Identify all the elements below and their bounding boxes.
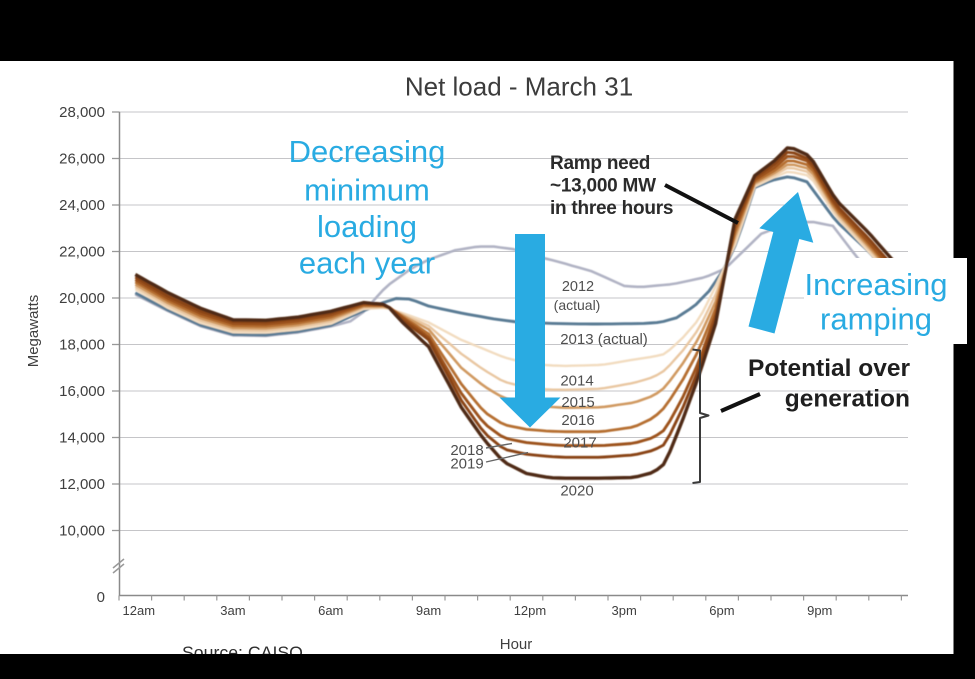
svg-text:Increasing: Increasing — [804, 267, 947, 302]
svg-text:ramping: ramping — [820, 302, 932, 337]
svg-text:14,000: 14,000 — [59, 430, 105, 447]
svg-text:each year: each year — [299, 246, 435, 281]
svg-text:10,000: 10,000 — [59, 523, 105, 540]
svg-text:~13,000 MW: ~13,000 MW — [550, 176, 656, 197]
svg-text:28,000: 28,000 — [59, 104, 105, 121]
svg-text:6am: 6am — [318, 603, 343, 618]
svg-text:3am: 3am — [220, 603, 245, 618]
svg-text:loading: loading — [317, 209, 417, 244]
svg-text:22,000: 22,000 — [59, 244, 105, 261]
svg-text:2013 (actual): 2013 (actual) — [560, 331, 648, 348]
svg-text:Potential over: Potential over — [748, 355, 910, 382]
svg-text:Megawatts: Megawatts — [25, 295, 42, 368]
svg-text:2017: 2017 — [563, 435, 596, 452]
svg-text:6pm: 6pm — [709, 603, 734, 618]
svg-text:2016: 2016 — [561, 412, 594, 429]
svg-text:minimum: minimum — [304, 173, 430, 208]
svg-text:in three hours: in three hours — [550, 198, 673, 219]
svg-text:12am: 12am — [123, 603, 156, 618]
svg-text:Hour: Hour — [500, 636, 533, 653]
svg-text:Net load - March 31: Net load - March 31 — [405, 72, 633, 102]
svg-text:generation: generation — [785, 386, 910, 413]
svg-text:2012: 2012 — [562, 279, 594, 295]
svg-text:12,000: 12,000 — [59, 476, 105, 493]
svg-text:2020: 2020 — [560, 483, 593, 500]
svg-text:2015: 2015 — [561, 394, 594, 411]
svg-text:26,000: 26,000 — [59, 151, 105, 168]
svg-text:2019: 2019 — [450, 456, 483, 473]
svg-text:3pm: 3pm — [612, 603, 637, 618]
svg-text:16,000: 16,000 — [59, 383, 105, 400]
svg-text:Ramp need: Ramp need — [550, 153, 650, 174]
svg-text:2014: 2014 — [560, 373, 593, 390]
svg-text:18,000: 18,000 — [59, 337, 105, 354]
svg-text:0: 0 — [97, 589, 105, 606]
svg-text:(actual): (actual) — [554, 297, 601, 313]
svg-text:9am: 9am — [416, 603, 441, 618]
svg-text:2018: 2018 — [450, 442, 483, 459]
svg-text:12pm: 12pm — [514, 603, 547, 618]
svg-text:9pm: 9pm — [807, 603, 832, 618]
svg-text:24,000: 24,000 — [59, 197, 105, 214]
svg-text:20,000: 20,000 — [59, 290, 105, 307]
svg-text:Decreasing: Decreasing — [289, 134, 446, 169]
